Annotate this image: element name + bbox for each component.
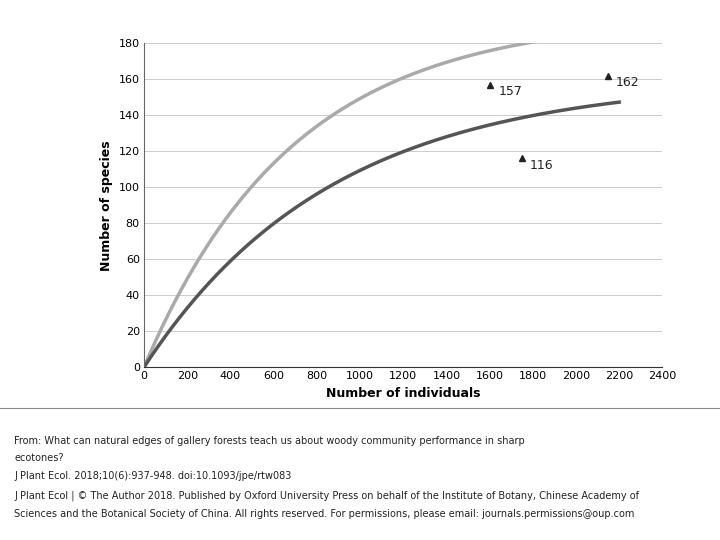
Text: J Plant Ecol | © The Author 2018. Published by Oxford University Press on behalf: J Plant Ecol | © The Author 2018. Publis…: [14, 490, 639, 501]
Text: J Plant Ecol. 2018;10(6):937-948. doi:10.1093/jpe/rtw083: J Plant Ecol. 2018;10(6):937-948. doi:10…: [14, 471, 292, 482]
Y-axis label: Number of species: Number of species: [100, 140, 113, 271]
Text: 162: 162: [616, 76, 639, 90]
Text: From: What can natural edges of gallery forests teach us about woody community p: From: What can natural edges of gallery …: [14, 436, 525, 447]
Text: ecotones?: ecotones?: [14, 453, 64, 463]
Text: Sciences and the Botanical Society of China. All rights reserved. For permission: Sciences and the Botanical Society of Ch…: [14, 509, 635, 519]
X-axis label: Number of individuals: Number of individuals: [326, 387, 480, 400]
Text: 157: 157: [498, 85, 522, 98]
Text: 116: 116: [529, 159, 553, 172]
